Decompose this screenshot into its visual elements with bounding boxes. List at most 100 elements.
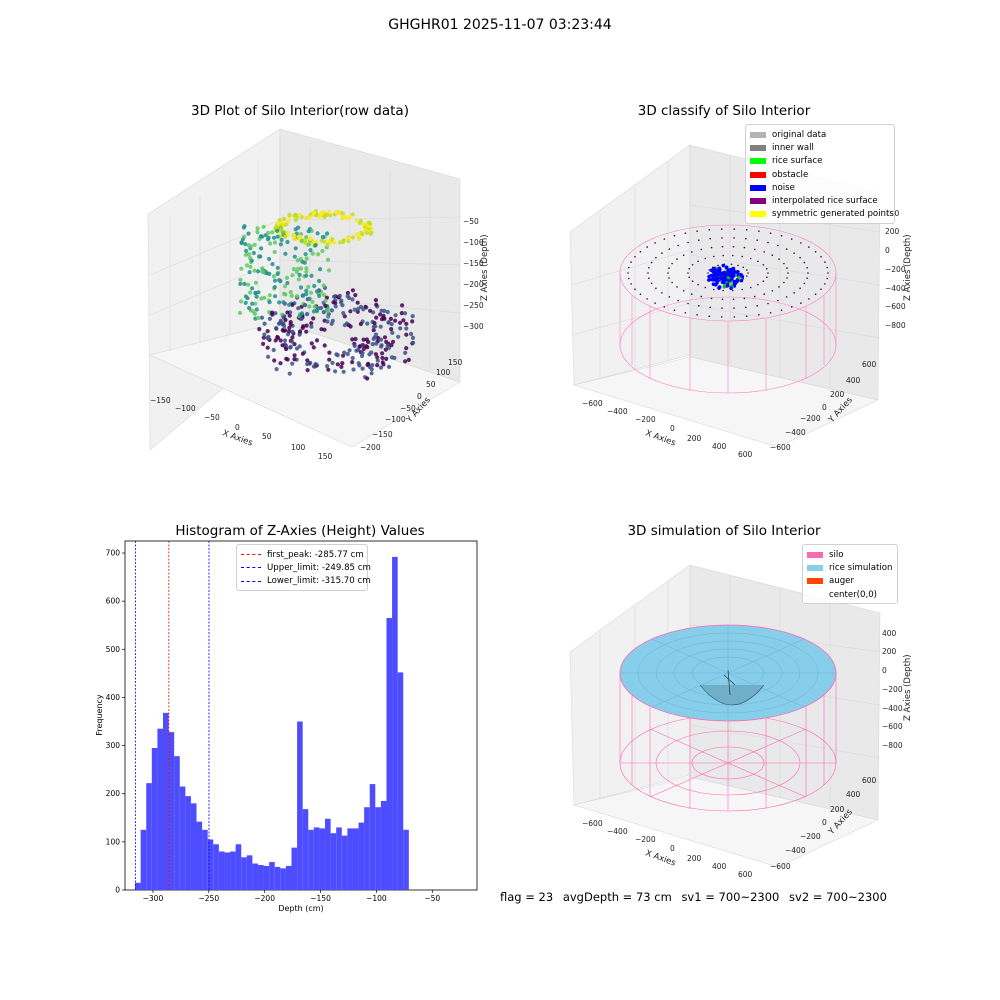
histogram-bar [336, 827, 342, 890]
raw-zlabel: Z Axies (Depth) [480, 234, 490, 301]
raw-data-point [304, 215, 309, 221]
raw-data-point [246, 252, 252, 257]
histogram-bar [246, 855, 253, 890]
raw-data-point [356, 361, 361, 366]
raw-data-point [403, 350, 408, 355]
raw-data-point [300, 325, 305, 330]
interpolated-point [733, 307, 735, 309]
interpolated-point [696, 314, 698, 316]
histogram-bar [375, 807, 381, 890]
raw-data-point [399, 311, 404, 316]
raw-data-point [348, 324, 353, 329]
interpolated-point [758, 230, 760, 232]
classify-ytick: 200 [830, 390, 845, 399]
interpolated-point [793, 292, 795, 294]
raw-data-point [243, 294, 248, 299]
interpolated-point [732, 245, 735, 248]
raw-data-point [285, 280, 290, 286]
raw-data-point [294, 346, 300, 351]
histogram-bar [224, 852, 231, 890]
raw-data-point [307, 304, 312, 309]
interpolated-point [676, 258, 678, 260]
interpolated-point [684, 232, 687, 234]
interpolated-point [824, 261, 826, 263]
interpolated-point [721, 298, 724, 301]
classify-ytick: 0 [822, 403, 827, 412]
raw-data-point [272, 285, 277, 290]
raw-data-point [256, 315, 261, 321]
interpolated-point [646, 246, 648, 248]
classify-3d-plot: −600 −400 −200 0 200 400 600 600 400 200… [569, 144, 913, 459]
raw-data-point [320, 248, 325, 254]
histogram-bar [140, 829, 147, 890]
raw-data-point [365, 321, 370, 326]
raw-data-point [388, 316, 393, 321]
raw-data-point [282, 314, 287, 319]
interpolated-point [746, 269, 748, 271]
raw-data-point [380, 351, 385, 356]
raw-data-point [389, 322, 394, 327]
raw-data-point [265, 329, 270, 334]
raw-3d-plot: −150 −100 −50 0 50 100 150 150 100 50 0 … [147, 128, 490, 460]
raw-data-point [305, 358, 310, 363]
simulation-xtick: −600 [582, 819, 603, 828]
avg-depth-value: avgDepth = 73 cm [562, 890, 672, 904]
raw-data-point [262, 332, 267, 337]
raw-data-point [314, 289, 320, 294]
interpolated-point [746, 275, 748, 277]
raw-data-point [309, 321, 314, 326]
raw-data-point [396, 334, 401, 339]
raw-data-point [290, 335, 295, 340]
interpolated-point [671, 262, 673, 265]
legend-line [241, 554, 261, 556]
silo-wireframe [619, 224, 837, 394]
raw-data-point [378, 365, 384, 370]
legend-swatch [807, 564, 823, 571]
classify-ztick: −400 [885, 284, 906, 293]
interpolated-point [737, 264, 739, 267]
auger-shaft [723, 669, 736, 696]
raw-data-point [271, 347, 276, 353]
raw-3d-box [147, 128, 461, 451]
histogram-xtick-label: −50 [424, 894, 440, 903]
raw-data-point [271, 235, 277, 240]
histogram-x-ticks: −300 −250 −200 −150 −100 −50 [143, 890, 440, 903]
interpolated-point [762, 280, 765, 282]
raw-data-point [325, 364, 330, 369]
interpolated-point [743, 246, 746, 249]
interpolated-point [698, 305, 700, 307]
histogram-bar [397, 672, 404, 890]
legend-item-auger: auger [807, 575, 893, 588]
interpolated-point [749, 286, 752, 289]
raw-data-point [318, 267, 323, 272]
raw-data-point [401, 318, 406, 323]
raw-data-point [259, 296, 264, 301]
raw-data-point [390, 330, 395, 335]
raw-xtick: −50 [204, 413, 220, 422]
raw-data-point [252, 242, 257, 247]
raw-data-point [273, 311, 278, 316]
simulation-ztick: 0 [882, 666, 887, 675]
interpolated-point [661, 252, 663, 254]
raw-data-point [287, 212, 292, 217]
interpolated-point [676, 286, 678, 288]
noise-point [740, 274, 745, 279]
noise-point [714, 271, 718, 276]
raw-data-point [241, 225, 246, 230]
raw-data-point [298, 285, 304, 290]
raw-data-point [292, 254, 297, 259]
raw-data-point [310, 299, 315, 304]
classify-xtick: −400 [607, 407, 628, 416]
noise-point [731, 270, 736, 275]
raw-data-point [312, 304, 317, 309]
classify-ytick: −200 [800, 414, 821, 423]
noise-point [717, 286, 721, 290]
interpolated-point [648, 277, 650, 279]
noise-point [709, 268, 714, 273]
raw-data-point [365, 362, 370, 367]
raw-data-point [303, 303, 308, 308]
interpolated-point [820, 288, 822, 290]
interpolated-point [767, 272, 769, 274]
histogram-bar [202, 829, 208, 890]
raw-data-point [360, 232, 365, 237]
